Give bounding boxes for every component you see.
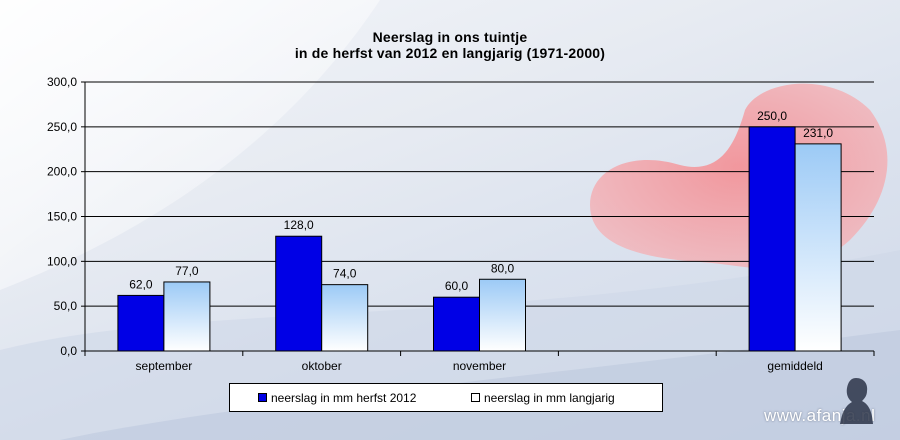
data-label: 60,0 (445, 279, 469, 293)
bar-langjarig (479, 278, 526, 352)
data-label: 80,0 (491, 261, 515, 275)
bar-2012 (433, 296, 480, 352)
legend-label-2012: neerslag in mm herfst 2012 (271, 391, 417, 405)
x-tick-label: september (136, 359, 193, 373)
y-tick-label: 300,0 (47, 75, 77, 89)
x-tick-label: november (453, 359, 506, 373)
y-tick-label: 0,0 (60, 344, 77, 358)
y-tick-label: 50,0 (54, 299, 78, 313)
legend: neerslag in mm herfst 2012 neerslag in m… (229, 383, 663, 412)
data-label: 74,0 (333, 267, 357, 281)
y-tick-label: 100,0 (47, 254, 77, 268)
bar-2012 (275, 235, 323, 352)
bar-langjarig (163, 281, 211, 352)
y-tick-label: 200,0 (47, 165, 77, 179)
bar-langjarig (321, 284, 369, 352)
bar-2012 (748, 126, 796, 352)
bar-2012 (117, 294, 165, 352)
legend-swatch-2012 (258, 393, 267, 402)
legend-item-langjarig: neerslag in mm langjarig (471, 391, 615, 405)
legend-swatch-langjarig (471, 393, 480, 402)
data-label: 62,0 (129, 277, 153, 291)
chart-title-line2: in de herfst van 2012 en langjarig (1971… (294, 45, 606, 61)
x-tick-label: gemiddeld (767, 359, 822, 373)
silhouette-logo (840, 378, 873, 424)
data-label: 250,0 (757, 109, 787, 123)
x-tick-label: oktober (302, 359, 342, 373)
chart-title-line1: Neerslag in ons tuintje (372, 29, 528, 45)
data-label: 231,0 (803, 126, 833, 140)
legend-label-langjarig: neerslag in mm langjarig (484, 391, 615, 405)
data-label: 77,0 (175, 264, 199, 278)
legend-item-2012: neerslag in mm herfst 2012 (258, 391, 416, 405)
data-label: 128,0 (284, 218, 314, 232)
y-tick-label: 150,0 (47, 210, 77, 224)
bar-langjarig (794, 143, 842, 352)
y-tick-label: 250,0 (47, 120, 77, 134)
